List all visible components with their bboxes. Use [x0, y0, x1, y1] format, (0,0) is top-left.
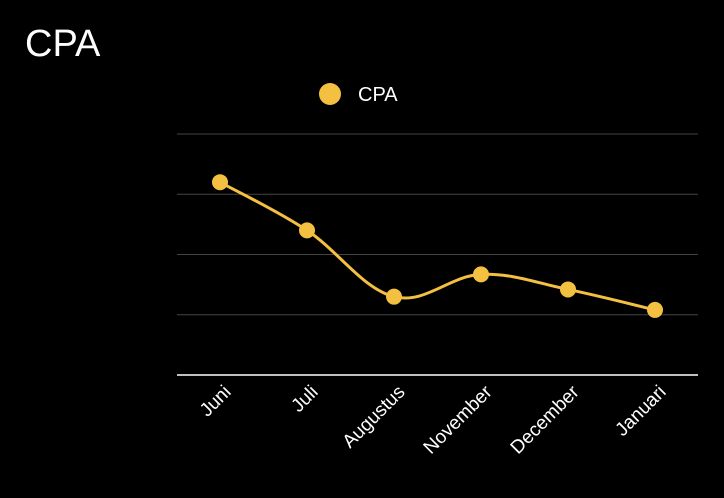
legend-marker-cpa: [319, 83, 341, 105]
x-tick-label: Juni: [196, 382, 235, 421]
x-tick-labels: Juni Juli Augustus November December Januari: [196, 381, 670, 458]
data-point-augustus[interactable]: [386, 288, 402, 305]
x-tick-label: December: [507, 381, 584, 458]
x-tick-label: November: [420, 381, 497, 458]
data-points: [212, 174, 663, 318]
chart-title: CPA: [25, 23, 101, 65]
gridlines: [177, 133, 698, 316]
x-tick-label: Januari: [612, 382, 671, 441]
legend-label-cpa: CPA: [358, 84, 398, 106]
series-line-cpa: [219, 180, 656, 312]
data-point-december[interactable]: [560, 281, 576, 298]
x-tick-label: Augustus: [339, 382, 410, 453]
data-point-juni[interactable]: [212, 174, 228, 191]
legend: CPA: [319, 83, 398, 106]
data-point-november[interactable]: [473, 266, 489, 283]
data-point-januari[interactable]: [647, 301, 663, 318]
data-point-juli[interactable]: [299, 222, 315, 239]
x-tick-label: Juli: [288, 382, 323, 417]
